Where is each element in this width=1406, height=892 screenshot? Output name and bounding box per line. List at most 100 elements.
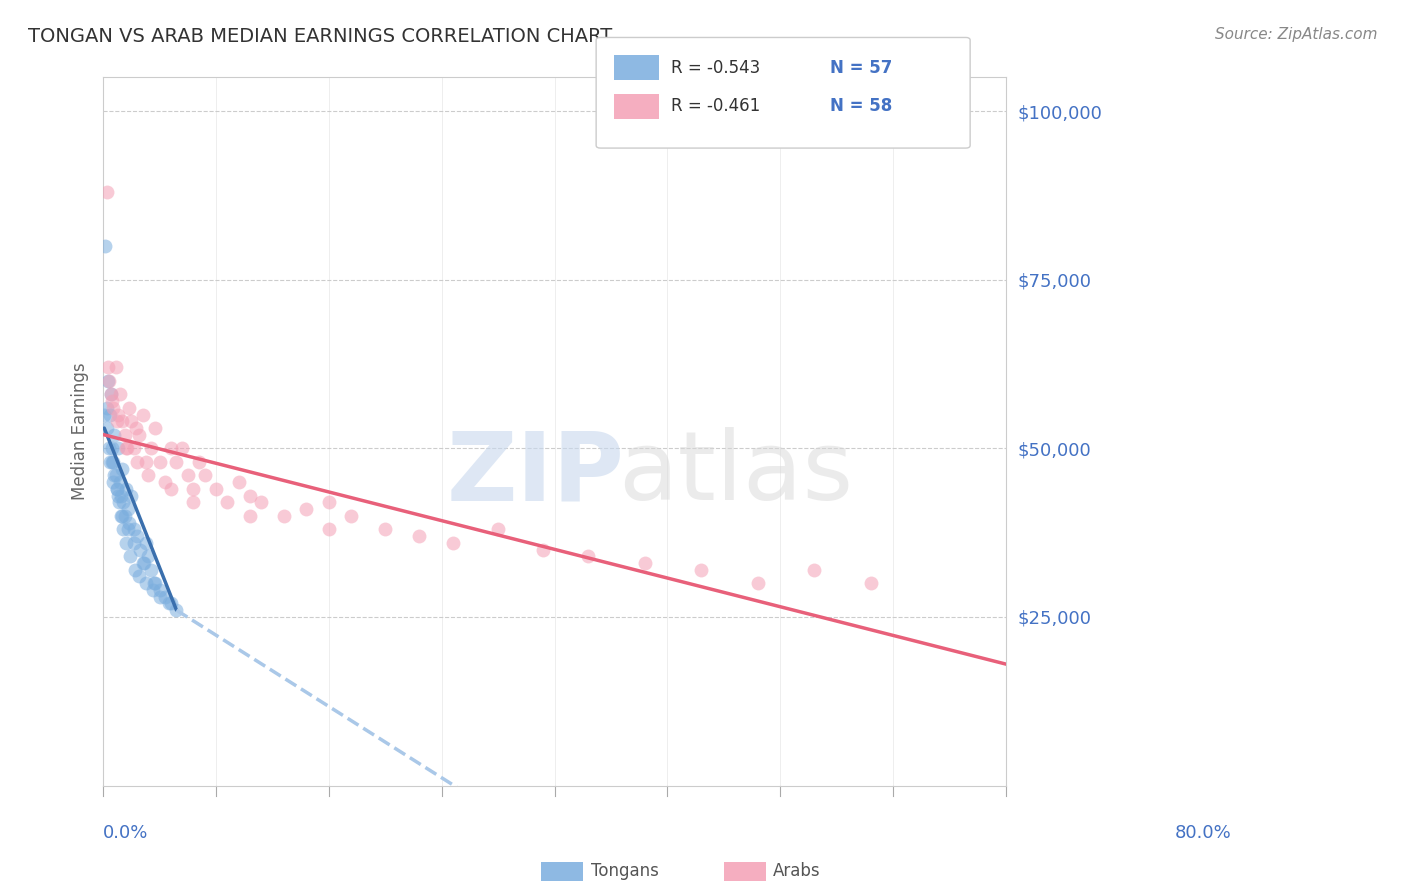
- Point: [166, 455, 188, 469]
- Point: [859, 576, 882, 591]
- Point: [98, 408, 121, 422]
- Point: [183, 495, 205, 509]
- Point: [103, 401, 125, 415]
- Point: [98, 455, 121, 469]
- Point: [160, 597, 183, 611]
- Point: [160, 482, 183, 496]
- Point: [104, 360, 127, 375]
- Point: [115, 442, 138, 456]
- Point: [112, 495, 135, 509]
- Point: [101, 442, 124, 456]
- Point: [143, 576, 166, 591]
- Point: [239, 508, 262, 523]
- Point: [110, 489, 132, 503]
- Point: [194, 468, 217, 483]
- Point: [103, 455, 125, 469]
- Point: [108, 495, 131, 509]
- Point: [97, 374, 120, 388]
- Point: [205, 482, 228, 496]
- Point: [374, 522, 396, 536]
- Point: [100, 387, 122, 401]
- Text: atlas: atlas: [617, 427, 853, 520]
- Point: [111, 414, 134, 428]
- Point: [114, 428, 136, 442]
- Point: [172, 442, 194, 456]
- Y-axis label: Median Earnings: Median Earnings: [72, 363, 89, 500]
- Point: [441, 535, 464, 549]
- Point: [139, 563, 162, 577]
- Text: TONGAN VS ARAB MEDIAN EARNINGS CORRELATION CHART: TONGAN VS ARAB MEDIAN EARNINGS CORRELATI…: [28, 27, 613, 45]
- Text: N = 57: N = 57: [830, 59, 891, 77]
- Point: [120, 549, 142, 564]
- Point: [239, 489, 262, 503]
- Point: [148, 590, 170, 604]
- Point: [132, 556, 155, 570]
- Point: [103, 428, 125, 442]
- Point: [690, 563, 713, 577]
- Text: R = -0.461: R = -0.461: [671, 97, 759, 115]
- Point: [118, 401, 141, 415]
- Point: [183, 482, 205, 496]
- Point: [96, 421, 118, 435]
- Point: [107, 442, 129, 456]
- Text: 80.0%: 80.0%: [1175, 824, 1232, 842]
- Point: [142, 582, 165, 597]
- Point: [101, 394, 124, 409]
- Point: [94, 239, 117, 253]
- Point: [486, 522, 509, 536]
- Point: [129, 542, 152, 557]
- Point: [117, 502, 139, 516]
- Point: [135, 535, 157, 549]
- Point: [120, 489, 142, 503]
- Point: [105, 482, 128, 496]
- Point: [157, 597, 180, 611]
- Point: [273, 508, 295, 523]
- Point: [531, 542, 554, 557]
- Point: [160, 442, 183, 456]
- Point: [93, 408, 115, 422]
- Point: [318, 495, 340, 509]
- Point: [114, 482, 136, 496]
- Point: [177, 468, 200, 483]
- Point: [104, 468, 127, 483]
- Point: [125, 529, 148, 543]
- Point: [166, 603, 188, 617]
- Point: [118, 516, 141, 530]
- Point: [128, 428, 150, 442]
- Point: [136, 468, 159, 483]
- Text: R = -0.543: R = -0.543: [671, 59, 759, 77]
- Text: Arabs: Arabs: [773, 863, 821, 880]
- Point: [148, 582, 170, 597]
- Point: [122, 522, 145, 536]
- Point: [340, 508, 363, 523]
- Point: [143, 421, 166, 435]
- Point: [117, 522, 139, 536]
- Point: [124, 563, 146, 577]
- Text: N = 58: N = 58: [830, 97, 891, 115]
- Point: [578, 549, 600, 564]
- Point: [97, 360, 120, 375]
- Point: [108, 475, 131, 489]
- Point: [135, 455, 157, 469]
- Point: [114, 442, 136, 456]
- Point: [103, 475, 125, 489]
- Point: [111, 508, 134, 523]
- Point: [107, 408, 129, 422]
- Point: [97, 442, 120, 456]
- Point: [107, 489, 129, 503]
- Point: [96, 185, 118, 199]
- Point: [97, 374, 120, 388]
- Point: [142, 576, 165, 591]
- Point: [155, 475, 177, 489]
- Point: [120, 414, 142, 428]
- Point: [131, 556, 153, 570]
- Point: [108, 387, 131, 401]
- Point: [803, 563, 825, 577]
- Point: [217, 495, 239, 509]
- Point: [136, 549, 159, 564]
- Point: [408, 529, 430, 543]
- Point: [295, 502, 318, 516]
- Point: [139, 442, 162, 456]
- Point: [96, 401, 118, 415]
- Point: [747, 576, 769, 591]
